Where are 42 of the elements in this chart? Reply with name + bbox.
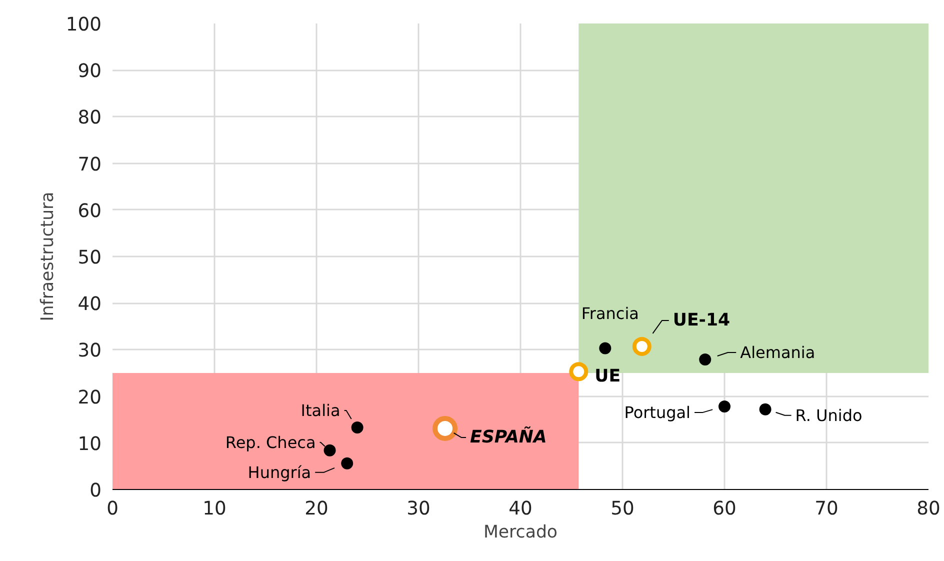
annotation: Francia xyxy=(581,304,639,323)
x-axis-title: Mercado xyxy=(483,522,558,542)
y-tick-label: 50 xyxy=(78,248,102,268)
point xyxy=(632,336,652,356)
y-tick-label: 10 xyxy=(78,434,102,455)
x-tick-label: 40 xyxy=(508,498,532,520)
x-tick-label: 50 xyxy=(610,498,634,520)
x-tick-label: 70 xyxy=(814,498,838,520)
x-tick-label: 80 xyxy=(916,498,940,520)
point xyxy=(599,342,612,354)
y-tick-label: 80 xyxy=(78,108,102,129)
annotation: Hungría xyxy=(248,462,312,482)
y-tick-label: 90 xyxy=(78,61,102,82)
annotation: R. Unido xyxy=(795,406,862,425)
x-tick-label: 10 xyxy=(202,498,226,520)
point xyxy=(569,362,588,382)
point xyxy=(699,353,712,366)
annotation: ESPAÑA xyxy=(470,425,547,448)
y-tick-label: 60 xyxy=(78,200,102,222)
x-tick-label: 30 xyxy=(406,498,430,520)
point xyxy=(718,400,730,413)
annotation: Rep. Checa xyxy=(225,432,316,452)
y-tick-label: 0 xyxy=(90,480,102,502)
y-axis-title: Infraestructura xyxy=(38,192,58,322)
y-tick-label: 20 xyxy=(78,387,102,408)
y-tick-label: 40 xyxy=(78,294,102,316)
annotation: UE-14 xyxy=(672,310,730,330)
annotation: UE xyxy=(594,366,621,387)
annotation: Alemania xyxy=(740,342,816,362)
y-tick-label: 100 xyxy=(66,14,102,36)
y-tick-label: 30 xyxy=(78,340,102,362)
x-tick-label: 60 xyxy=(712,498,736,520)
x-tick-label: 20 xyxy=(304,498,328,520)
annotation: Portugal xyxy=(624,403,690,422)
point xyxy=(324,444,336,456)
annotation: Italia xyxy=(300,401,340,420)
point xyxy=(351,422,364,434)
point xyxy=(341,457,354,470)
x-tick-label: 0 xyxy=(106,498,118,520)
y-tick-label: 70 xyxy=(78,154,102,176)
point xyxy=(432,416,458,441)
point xyxy=(759,403,772,416)
